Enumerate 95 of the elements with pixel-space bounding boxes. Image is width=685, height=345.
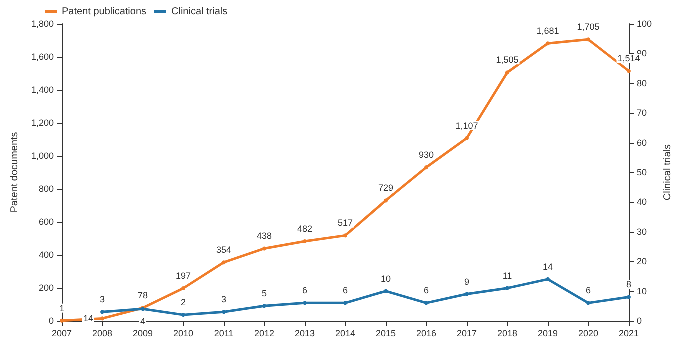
data-label: 3 <box>221 294 227 305</box>
point <box>262 304 266 308</box>
data-label: 14 <box>542 262 554 272</box>
data-label: 482 <box>297 224 313 234</box>
y-tick-label: 600 <box>38 217 54 227</box>
y-tick-label: 200 <box>38 283 54 293</box>
point <box>182 313 186 318</box>
data-label: 1 <box>59 303 65 314</box>
y2-tick-label: 40 <box>637 197 648 208</box>
data-label: 517 <box>338 218 354 228</box>
point <box>627 295 631 300</box>
x-tick-label: 2020 <box>578 328 599 338</box>
point <box>182 286 186 290</box>
point <box>100 316 104 321</box>
point <box>303 239 307 244</box>
y-tick-label: 0 <box>48 316 54 326</box>
y-tick-label: 400 <box>38 250 54 260</box>
point <box>506 286 510 290</box>
point <box>424 166 428 170</box>
point <box>546 42 550 46</box>
point <box>586 301 590 306</box>
y2-axis-title: Clinical trials <box>662 144 674 201</box>
y2-tick-label: 60 <box>637 138 648 148</box>
point <box>60 318 64 323</box>
x-tick-label: 2014 <box>335 328 356 338</box>
data-label: 4 <box>140 316 146 327</box>
x-tick-label: 2009 <box>132 328 154 338</box>
data-label: 1,505 <box>496 55 519 66</box>
data-label: 729 <box>378 183 394 194</box>
data-label: 3 <box>100 294 106 305</box>
data-label: 11 <box>502 270 512 281</box>
y-tick-label: 1,600 <box>31 52 54 62</box>
data-label: 930 <box>418 150 434 160</box>
data-label: 197 <box>176 270 192 281</box>
x-tick-label: 2010 <box>173 328 194 338</box>
legend-label: Clinical trials <box>172 6 228 18</box>
data-label: 6 <box>424 286 430 296</box>
y2-tick-label: 80 <box>637 78 648 88</box>
y-tick-label: 800 <box>38 184 54 194</box>
point <box>506 70 510 75</box>
x-tick-label: 2017 <box>456 328 478 338</box>
point <box>465 292 469 296</box>
data-label: 1,107 <box>456 120 478 131</box>
y2-tick-label: 10 <box>637 286 648 296</box>
data-label: 5 <box>262 288 268 299</box>
point <box>424 301 428 306</box>
data-label: 1,514 <box>618 54 640 64</box>
y2-tick-label: 100 <box>637 19 652 29</box>
point <box>384 198 388 203</box>
y2-tick-label: 50 <box>637 168 648 178</box>
x-tick-label: 2021 <box>618 328 640 338</box>
data-label: 14 <box>83 314 94 324</box>
data-label: 1,705 <box>577 22 600 32</box>
point <box>303 301 307 306</box>
point <box>100 310 104 314</box>
point <box>384 289 388 294</box>
x-tick-label: 2011 <box>214 328 234 338</box>
y-tick-label: 1,800 <box>31 19 54 29</box>
data-label: 6 <box>586 286 592 296</box>
y2-tick-label: 20 <box>637 256 648 267</box>
point <box>546 277 550 282</box>
x-tick-label: 2018 <box>497 328 518 338</box>
data-label: 2 <box>180 298 186 308</box>
x-tick-label: 2019 <box>538 328 558 338</box>
point <box>344 234 348 238</box>
point <box>262 246 266 251</box>
data-label: 10 <box>380 274 392 284</box>
x-tick-label: 2016 <box>416 328 437 338</box>
y-tick-label: 1,200 <box>31 118 54 128</box>
data-label: 6 <box>342 286 348 296</box>
y2-tick-label: 0 <box>637 316 642 326</box>
data-label: 354 <box>216 245 232 256</box>
y2-tick-label: 30 <box>637 226 648 237</box>
legend-label: Patent publications <box>62 6 147 18</box>
data-label: 438 <box>256 231 272 242</box>
y-tick-label: 1,400 <box>31 85 54 95</box>
data-label: 9 <box>464 276 470 287</box>
point <box>465 136 469 140</box>
data-label: 6 <box>302 286 308 296</box>
y2-tick-label: 70 <box>637 108 648 118</box>
x-tick-label: 2012 <box>254 328 275 338</box>
data-label: 78 <box>138 290 148 301</box>
x-tick-label: 2008 <box>92 328 113 338</box>
x-tick-label: 2015 <box>376 328 396 338</box>
point <box>344 301 348 306</box>
point <box>586 38 590 42</box>
point <box>222 310 226 314</box>
x-tick-label: 2007 <box>52 328 72 338</box>
y-tick-label: 1,000 <box>31 151 54 161</box>
data-label: 1,681 <box>536 26 560 36</box>
data-label: 8 <box>626 280 632 290</box>
y-axis-title: Patent documents <box>10 132 20 213</box>
point <box>222 260 226 265</box>
point <box>627 69 631 74</box>
x-tick-label: 2013 <box>294 328 316 338</box>
